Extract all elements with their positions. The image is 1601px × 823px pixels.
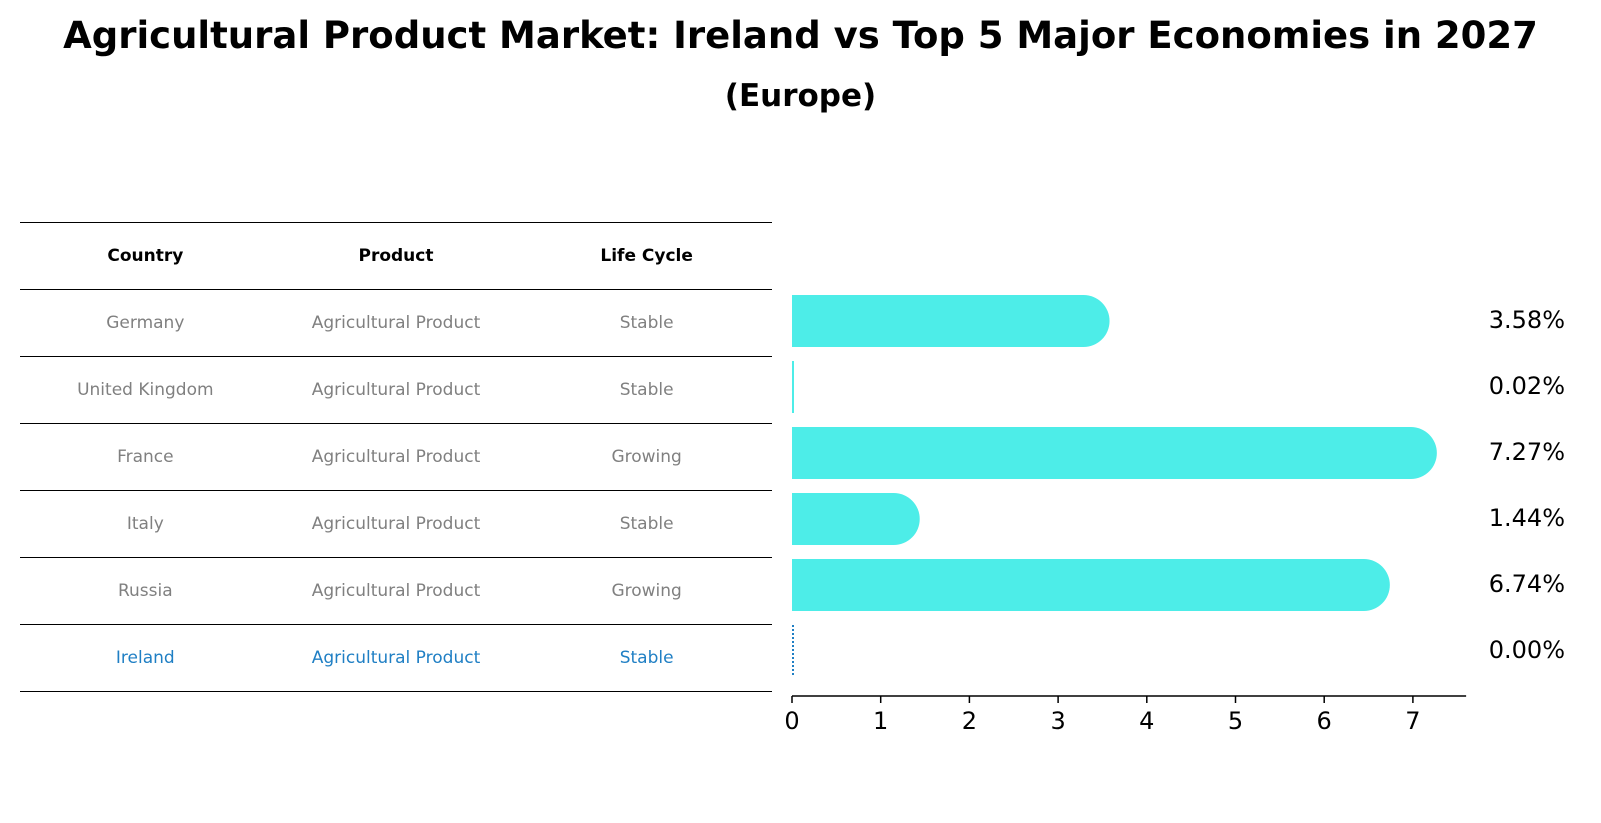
x-tick-label: 3 [1050, 707, 1065, 735]
life-cycle-cell: Growing [611, 447, 682, 467]
value-label: 3.58% [1489, 306, 1565, 334]
x-tick-label: 2 [962, 707, 977, 735]
country-table: Country Product Life Cycle Germany Agric… [20, 222, 772, 692]
country-cell: Ireland [115, 648, 175, 668]
bar [792, 427, 1437, 479]
table-row: Germany Agricultural Product Stable [20, 289, 772, 356]
product-cell: Agricultural Product [311, 581, 481, 601]
value-label: 6.74% [1489, 570, 1565, 598]
x-tick-label: 7 [1405, 707, 1420, 735]
life-cycle-cell: Stable [619, 514, 674, 534]
product-cell: Agricultural Product [311, 447, 481, 467]
country-cell: Italy [126, 514, 164, 534]
bar [792, 295, 1110, 347]
life-cycle-cell: Stable [619, 380, 674, 400]
table-row: France Agricultural Product Growing [20, 423, 772, 490]
value-label: 0.02% [1489, 372, 1565, 400]
product-cell: Agricultural Product [311, 313, 481, 333]
header-country: Country [107, 246, 184, 266]
x-tick-label: 4 [1139, 707, 1154, 735]
bar [792, 493, 920, 545]
product-cell: Agricultural Product [311, 514, 481, 534]
life-cycle-cell: Growing [611, 581, 682, 601]
x-tick-label: 5 [1228, 707, 1243, 735]
value-label: 0.00% [1489, 636, 1565, 664]
header-life-cycle: Life Cycle [600, 246, 693, 266]
product-cell: Agricultural Product [311, 380, 481, 400]
chart-title: Agricultural Product Market: Ireland vs … [63, 14, 1538, 57]
country-cell: United Kingdom [77, 380, 214, 400]
header-product: Product [358, 246, 434, 266]
table-row: United Kingdom Agricultural Product Stab… [20, 356, 772, 423]
table-row: Russia Agricultural Product Growing [20, 557, 772, 624]
life-cycle-cell: Stable [619, 648, 674, 668]
table-row: Italy Agricultural Product Stable [20, 490, 772, 557]
x-tick-label: 6 [1317, 707, 1332, 735]
life-cycle-cell: Stable [619, 313, 674, 333]
x-tick-label: 1 [873, 707, 888, 735]
bar [792, 559, 1390, 611]
value-label: 7.27% [1489, 438, 1565, 466]
product-cell: Agricultural Product [311, 648, 481, 668]
chart-subtitle: (Europe) [724, 78, 877, 114]
value-label: 1.44% [1489, 504, 1565, 532]
table-header-row: Country Product Life Cycle [20, 222, 772, 289]
country-cell: Germany [106, 313, 185, 333]
country-cell: France [117, 447, 174, 467]
table-row-highlighted: Ireland Agricultural Product Stable [20, 624, 772, 692]
country-cell: Russia [117, 581, 173, 601]
bar [792, 361, 794, 413]
x-tick-label: 0 [784, 707, 799, 735]
